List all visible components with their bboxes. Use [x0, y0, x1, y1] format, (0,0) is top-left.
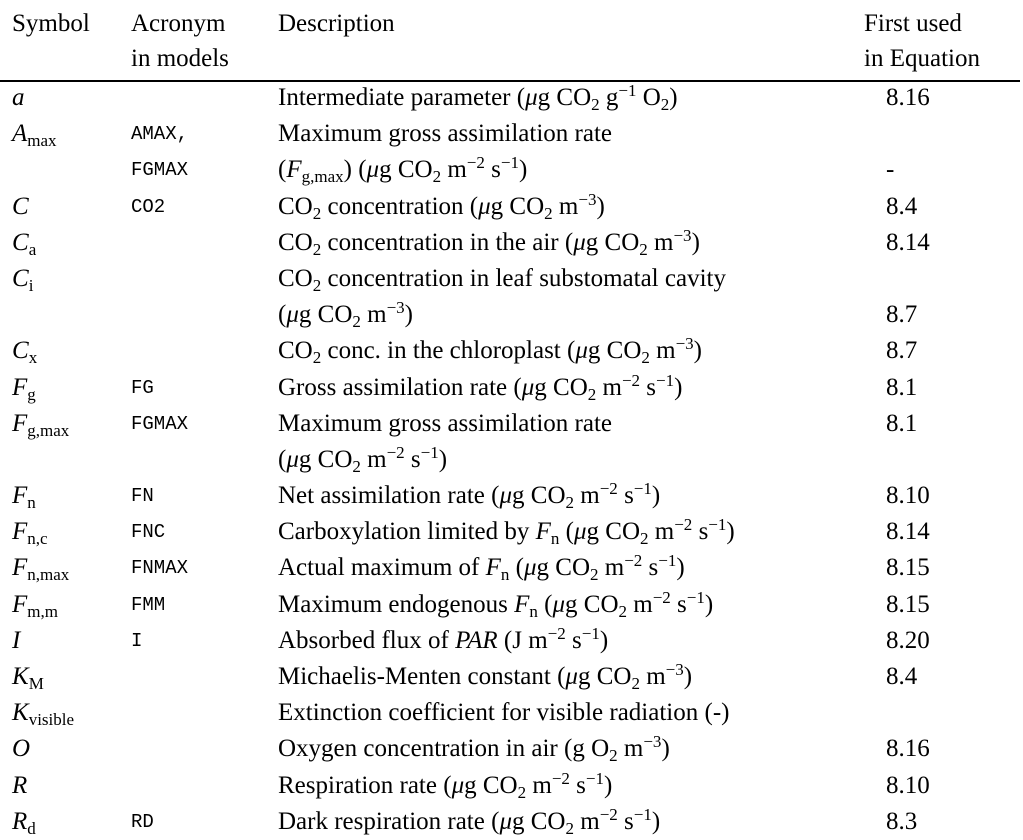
description-cell: Maximum gross assimilation rate — [278, 409, 612, 437]
table-row: Fm,m FMM Maximum endogenous Fn (μg CO2 m… — [0, 587, 1023, 623]
symbol-cell: O — [12, 735, 31, 763]
symbol-cell: I — [12, 626, 21, 654]
acronym-cell: FNMAX — [131, 557, 189, 580]
description-cell: Gross assimilation rate (μg CO2 m−2 s−1) — [278, 370, 683, 404]
table-row: O Oxygen concentration in air (g O2 m−3)… — [0, 731, 1023, 767]
equation-cell: 8.20 — [886, 626, 930, 654]
equation-cell: 8.1 — [886, 373, 918, 401]
acronym-cell: FNC — [131, 521, 166, 544]
table-row: (μg CO2 m−3) 8.7 — [0, 297, 1023, 333]
description-cell: Net assimilation rate (μg CO2 m−2 s−1) — [278, 479, 661, 513]
equation-cell: 8.10 — [886, 482, 930, 510]
table-row: a Intermediate parameter (μg CO2 g−1 O2)… — [0, 80, 1023, 116]
table-row: Fn,max FNMAX Actual maximum of Fn (μg CO… — [0, 550, 1023, 586]
description-cell: Absorbed flux of PAR (J m−2 s−1) — [278, 623, 609, 654]
equation-cell: - — [886, 156, 895, 184]
description-cell: Extinction coefficient for visible radia… — [278, 699, 730, 727]
table-row: Ca CO2 concentration in the air (μg CO2 … — [0, 225, 1023, 261]
acronym-cell: FN — [131, 485, 154, 508]
header-acronym-line1: Acronym — [131, 10, 226, 37]
table-row: I I Absorbed flux of PAR (J m−2 s−1) 8.2… — [0, 623, 1023, 659]
table-row: Rd RD Dark respiration rate (μg CO2 m−2 … — [0, 804, 1023, 840]
table-body: a Intermediate parameter (μg CO2 g−1 O2)… — [0, 80, 1023, 840]
table-header: Symbol Acronym in models Description Fir… — [0, 6, 1023, 78]
symbol-cell: Fg,max — [12, 409, 70, 440]
description-cell: (μg CO2 m−3) — [278, 298, 413, 332]
table-row: Fn FN Net assimilation rate (μg CO2 m−2 … — [0, 478, 1023, 514]
header-equation-line2: in Equation — [864, 45, 980, 72]
description-cell: CO2 concentration in the air (μg CO2 m−3… — [278, 225, 700, 259]
symbol-cell: Ca — [12, 228, 37, 259]
equation-cell: 8.10 — [886, 771, 930, 799]
acronym-cell: I — [131, 629, 143, 652]
description-cell: (μg CO2 m−2 s−1) — [278, 442, 448, 476]
equation-cell: 8.3 — [886, 807, 918, 835]
symbol-cell: Fg — [12, 373, 36, 404]
table-row: C CO2 CO2 concentration (μg CO2 m−3) 8.4 — [0, 189, 1023, 225]
description-cell: Oxygen concentration in air (g O2 m−3) — [278, 732, 670, 766]
description-cell: Actual maximum of Fn (μg CO2 m−2 s−1) — [278, 551, 685, 585]
table-row: KM Michaelis-Menten constant (μg CO2 m−3… — [0, 659, 1023, 695]
equation-cell: 8.15 — [886, 554, 930, 582]
description-cell: Carboxylation limited by Fn (μg CO2 m−2 … — [278, 515, 735, 549]
symbol-cell: Amax — [12, 120, 57, 151]
header-symbol: Symbol — [12, 10, 90, 37]
description-cell: CO2 conc. in the chloroplast (μg CO2 m−3… — [278, 334, 702, 368]
symbol-cell: Kvisible — [12, 699, 75, 730]
equation-cell: 8.16 — [886, 735, 930, 763]
table-row: Fg,max FGMAX Maximum gross assimilation … — [0, 406, 1023, 442]
description-cell: (Fg,max) (μg CO2 m−2 s−1) — [278, 153, 528, 187]
symbol-cell: C — [12, 192, 29, 220]
equation-cell: 8.4 — [886, 192, 918, 220]
acronym-cell: FGMAX — [131, 159, 189, 182]
description-cell: Intermediate parameter (μg CO2 g−1 O2) — [278, 81, 678, 114]
equation-cell: 8.14 — [886, 518, 930, 546]
description-cell: CO2 concentration in leaf substomatal ca… — [278, 264, 726, 295]
table-row: Kvisible Extinction coefficient for visi… — [0, 695, 1023, 731]
description-cell: Maximum gross assimilation rate — [278, 120, 612, 148]
table-row: (μg CO2 m−2 s−1) — [0, 442, 1023, 478]
symbol-cell: Fm,m — [12, 590, 58, 621]
equation-cell: 8.4 — [886, 663, 918, 690]
description-cell: Respiration rate (μg CO2 m−2 s−1) — [278, 768, 613, 802]
table-row: Ci CO2 concentration in leaf substomatal… — [0, 261, 1023, 297]
equation-cell: 8.1 — [886, 409, 918, 437]
symbol-cell: Cx — [12, 337, 38, 368]
symbol-cell: R — [12, 771, 28, 799]
description-cell: Dark respiration rate (μg CO2 m−2 s−1) — [278, 804, 661, 838]
header-rule — [0, 80, 1020, 82]
description-cell: CO2 concentration (μg CO2 m−3) — [278, 189, 605, 223]
symbol-cell: KM — [12, 663, 44, 693]
equation-cell: 8.16 — [886, 84, 930, 111]
acronym-cell: FG — [131, 376, 154, 399]
equation-cell: 8.15 — [886, 590, 930, 618]
equation-cell: 8.7 — [886, 301, 918, 329]
symbol-cell: Fn — [12, 482, 36, 513]
symbol-cell: Fn,max — [12, 554, 70, 585]
equation-cell: 8.14 — [886, 228, 930, 256]
symbol-cell: a — [12, 84, 25, 111]
table-row: Fn,c FNC Carboxylation limited by Fn (μg… — [0, 514, 1023, 550]
table-row: Fg FG Gross assimilation rate (μg CO2 m−… — [0, 370, 1023, 406]
table-row: R Respiration rate (μg CO2 m−2 s−1) 8.10 — [0, 768, 1023, 804]
symbol-cell: Rd — [12, 807, 36, 838]
acronym-cell: AMAX, — [131, 123, 189, 146]
acronym-cell: RD — [131, 810, 154, 833]
equation-cell: 8.7 — [886, 337, 918, 365]
header-acronym-line2: in models — [131, 45, 229, 72]
symbol-cell: Ci — [12, 264, 34, 295]
table-row: FGMAX (Fg,max) (μg CO2 m−2 s−1) - — [0, 152, 1023, 188]
description-cell: Michaelis-Menten constant (μg CO2 m−3) — [278, 660, 693, 693]
table-row: Amax AMAX, Maximum gross assimilation ra… — [0, 116, 1023, 152]
acronym-cell: FMM — [131, 593, 166, 616]
acronym-cell: CO2 — [131, 195, 166, 218]
symbol-cell: Fn,c — [12, 518, 48, 549]
header-equation-line1: First used — [864, 10, 962, 37]
acronym-cell: FGMAX — [131, 412, 189, 435]
table-row: Cx CO2 conc. in the chloroplast (μg CO2 … — [0, 333, 1023, 369]
description-cell: Maximum endogenous Fn (μg CO2 m−2 s−1) — [278, 587, 714, 621]
header-description: Description — [278, 10, 395, 37]
